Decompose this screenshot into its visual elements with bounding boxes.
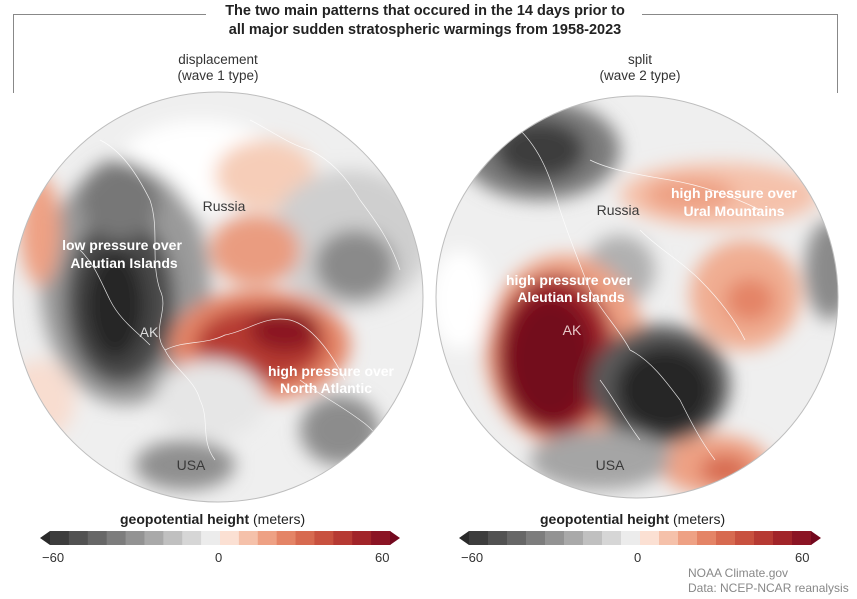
colorbar-swatch [469,531,489,545]
colorbar-swatch [507,531,527,545]
colorbar-tick-max: 60 [375,550,390,565]
colorbar-swatch [583,531,603,545]
colorbar-tick-max: 60 [795,550,810,565]
title-bracket-right [642,14,838,93]
colorbar-swatch [621,531,641,545]
colorbar-swatch [295,531,315,545]
colorbar-swatch [50,531,70,545]
panel-name: split [627,52,652,67]
label-low-pressure-line2: Aleutian Islands [70,255,178,271]
coastlines [79,119,401,461]
colorbar-tick-zero: 0 [634,550,642,565]
colorbar-swatch [602,531,622,545]
colorbar-title: geopotential height (meters) [120,511,305,527]
colorbar-swatch [314,531,334,545]
map-displacement [12,91,424,503]
panel-name: displacement [178,52,258,67]
label-ak: AK [140,324,159,340]
colorbar-swatch [371,531,391,545]
colorbar-arrow-min [459,531,469,545]
label-high-pressure-line2: North Atlantic [280,380,372,396]
panel-type: (wave 2 type) [599,68,681,83]
title-bracket-left [13,14,206,93]
colorbar-swatch [87,531,108,545]
credit-data: Data: NCEP-NCAR reanalysis [688,581,849,595]
colorbar-swatch [659,531,679,545]
colorbar-swatch [106,531,127,545]
colorbar-swatch [792,531,812,545]
geopotential-field [436,100,838,495]
colorbar-swatch [640,531,660,545]
label-aleutian-high-line1: high pressure over [506,272,633,288]
colorbar-right [459,531,821,545]
colorbar-unit: (meters) [673,511,726,527]
colorbar-swatch [276,531,297,545]
map-border [12,91,424,503]
colorbar-swatch [257,531,278,545]
label-russia: Russia [597,202,640,218]
credit: NOAA Climate.gov Data: NCEP-NCAR reanaly… [688,566,849,596]
label-low-pressure-line1: low pressure over [62,237,182,253]
label-ural-line2: Ural Mountains [683,203,784,219]
colorbar-swatch [697,531,717,545]
colorbar-arrow-max [390,531,400,545]
colorbar-swatch [182,531,202,545]
label-ural-line1: high pressure over [671,185,798,201]
panel-type: (wave 1 type) [177,68,259,83]
label-ak: AK [563,322,582,338]
colorbar-left [40,531,400,545]
colorbar-swatch [125,531,145,545]
colorbar-swatch [220,531,240,545]
colorbar-tick-min: −60 [42,550,65,565]
colorbar-swatch [678,531,698,545]
colorbar-tick-zero: 0 [215,550,223,565]
label-usa: USA [177,457,206,473]
title-line-1: The two main patterns that occured in th… [225,3,625,19]
figure-title: The two main patterns that occured in th… [210,2,640,40]
colorbar-swatch [716,531,736,545]
colorbar-arrow-max [811,531,821,545]
colorbar-swatch [352,531,372,545]
title-line-2: all major sudden stratospheric warmings … [228,22,622,38]
colorbar-swatch [526,531,546,545]
credit-source: NOAA Climate.gov [688,566,789,580]
label-aleutian-high-line2: Aleutian Islands [517,289,625,305]
colorbar-swatch [201,531,221,545]
colorbar-swatch [564,531,584,545]
colorbar-swatch [754,531,774,545]
colorbar-title-bold: geopotential height [120,511,250,527]
colorbar-title-bold: geopotential height [540,511,670,527]
colorbar-swatch [68,531,89,545]
colorbar-unit: (meters) [253,511,306,527]
panel-label-split: split (wave 2 type) [540,52,740,84]
map-split [435,95,839,499]
colorbar-swatch [238,531,259,545]
colorbar-swatch [735,531,755,545]
label-russia: Russia [203,198,246,214]
panel-label-displacement: displacement (wave 1 type) [118,52,318,84]
colorbar-swatch [163,531,183,545]
colorbar-swatch [144,531,164,545]
coastlines [519,129,761,461]
map-border [435,95,839,499]
colorbar-swatch [545,531,565,545]
label-usa: USA [596,457,625,473]
label-high-pressure-line1: high pressure over [268,363,395,379]
colorbar-swatch [333,531,353,545]
colorbar-arrow-min [40,531,50,545]
colorbar-title: geopotential height (meters) [540,511,725,527]
colorbar-swatch [773,531,793,545]
map-labels: Russia low pressure over Aleutian Island… [62,185,797,473]
colorbar-tick-min: −60 [461,550,484,565]
colorbar-swatch [488,531,508,545]
